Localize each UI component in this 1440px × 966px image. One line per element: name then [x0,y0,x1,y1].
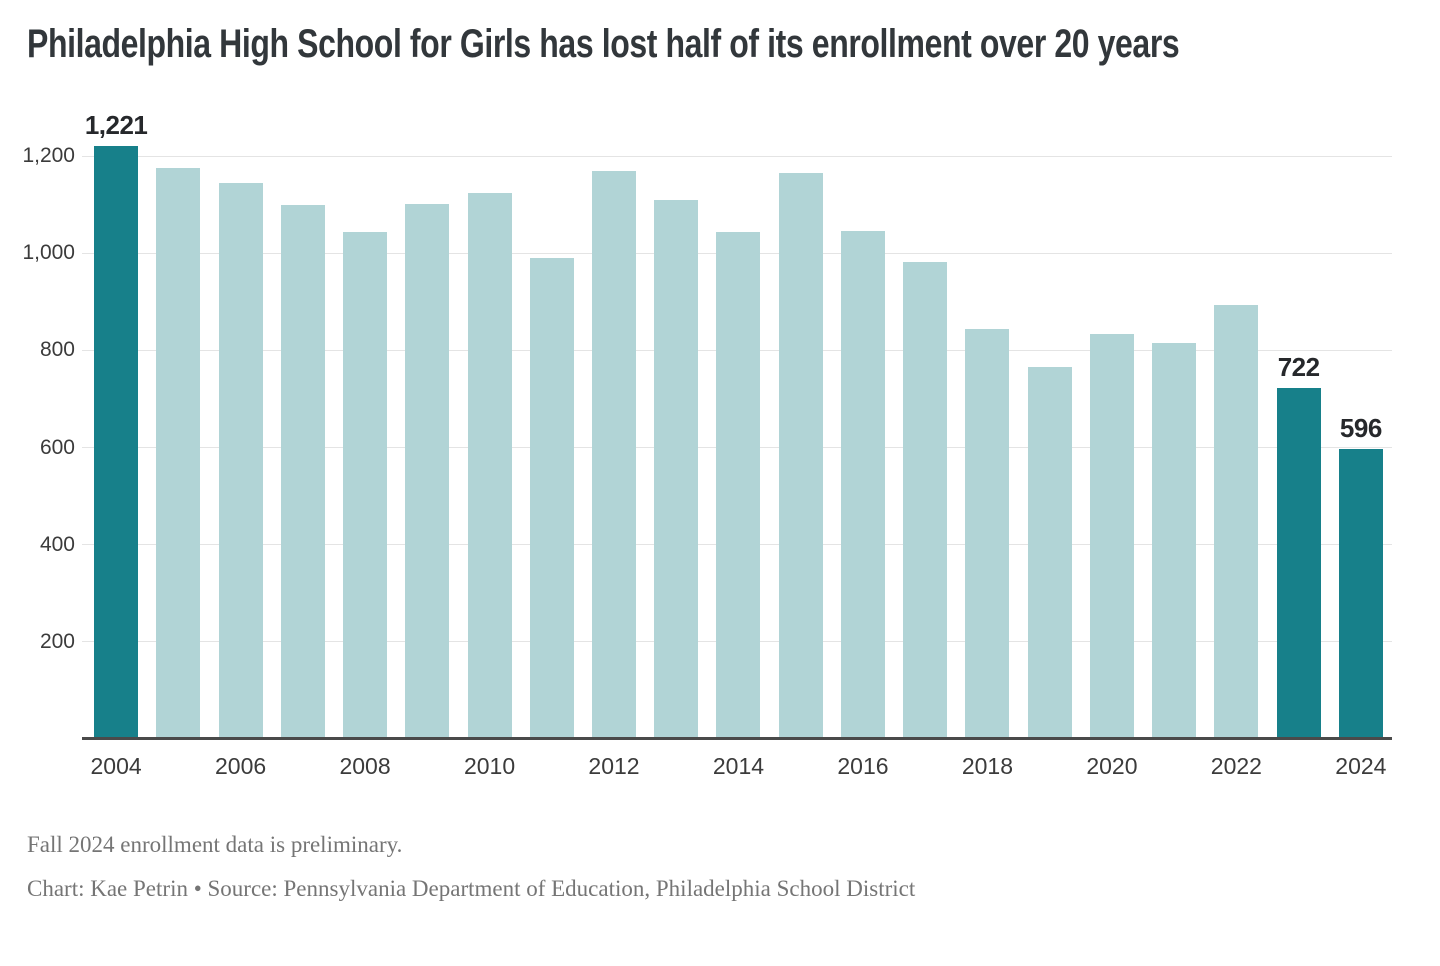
x-axis-label-2024: 2024 [1335,753,1387,779]
y-axis-label-400: 400 [39,532,75,556]
x-axis-label-2008: 2008 [339,753,391,779]
x-axis-label-2012: 2012 [588,753,640,779]
bar-2015 [778,172,823,739]
bar-2024 [1338,449,1383,739]
x-axis-label-2014: 2014 [712,753,765,779]
bar-2023 [1276,388,1321,739]
bar-2010 [467,192,512,739]
bar-2004 [94,145,139,739]
bar-2012 [592,171,637,739]
y-axis-label-200: 200 [39,629,75,653]
bar-2018 [965,329,1010,739]
bar-2011 [529,258,574,739]
bar-2008 [343,232,388,739]
x-axis-label-2004: 2004 [90,753,142,779]
bar-value-label-2023: 722 [1277,352,1320,383]
bar-2022 [1214,305,1259,739]
x-axis-line [82,737,1392,740]
chart-credit: Chart: Kae Petrin • Source: Pennsylvania… [27,876,916,901]
footnote: Fall 2024 enrollment data is preliminary… [27,832,403,857]
bar-value-label-2024: 596 [1339,413,1382,444]
bar-2014 [716,232,761,739]
gridline-1,200 [82,155,1392,157]
bar-2007 [280,204,325,739]
bar-2005 [156,168,201,739]
bar-2013 [654,199,699,739]
bar-2006 [218,182,263,739]
bar-2009 [405,203,450,739]
bar-2020 [1089,333,1134,739]
y-axis-label-600: 600 [39,435,75,459]
y-axis-label-1,200: 1,200 [22,144,75,167]
y-axis-label-1,000: 1,000 [22,241,75,265]
bar-2021 [1152,342,1197,739]
chart-area: 200 400 600 800 1,000 1,200 1,221 722 596 2004 200… [22,109,1392,779]
x-axis-label-2020: 2020 [1086,753,1138,779]
bar-2017 [903,261,948,739]
bar-2016 [840,230,885,739]
bar-2019 [1027,366,1072,739]
x-axis-label-2006: 2006 [215,753,267,779]
bar-value-label-2004: 1,221 [84,109,148,140]
x-axis-label-2022: 2022 [1210,753,1262,779]
x-axis-label-2018: 2018 [961,753,1014,779]
x-axis-label-2010: 2010 [463,753,516,779]
chart-title: Philadelphia High School for Girls has l… [27,22,1180,66]
x-axis-label-2016: 2016 [837,753,889,779]
y-axis-label-800: 800 [39,338,75,362]
